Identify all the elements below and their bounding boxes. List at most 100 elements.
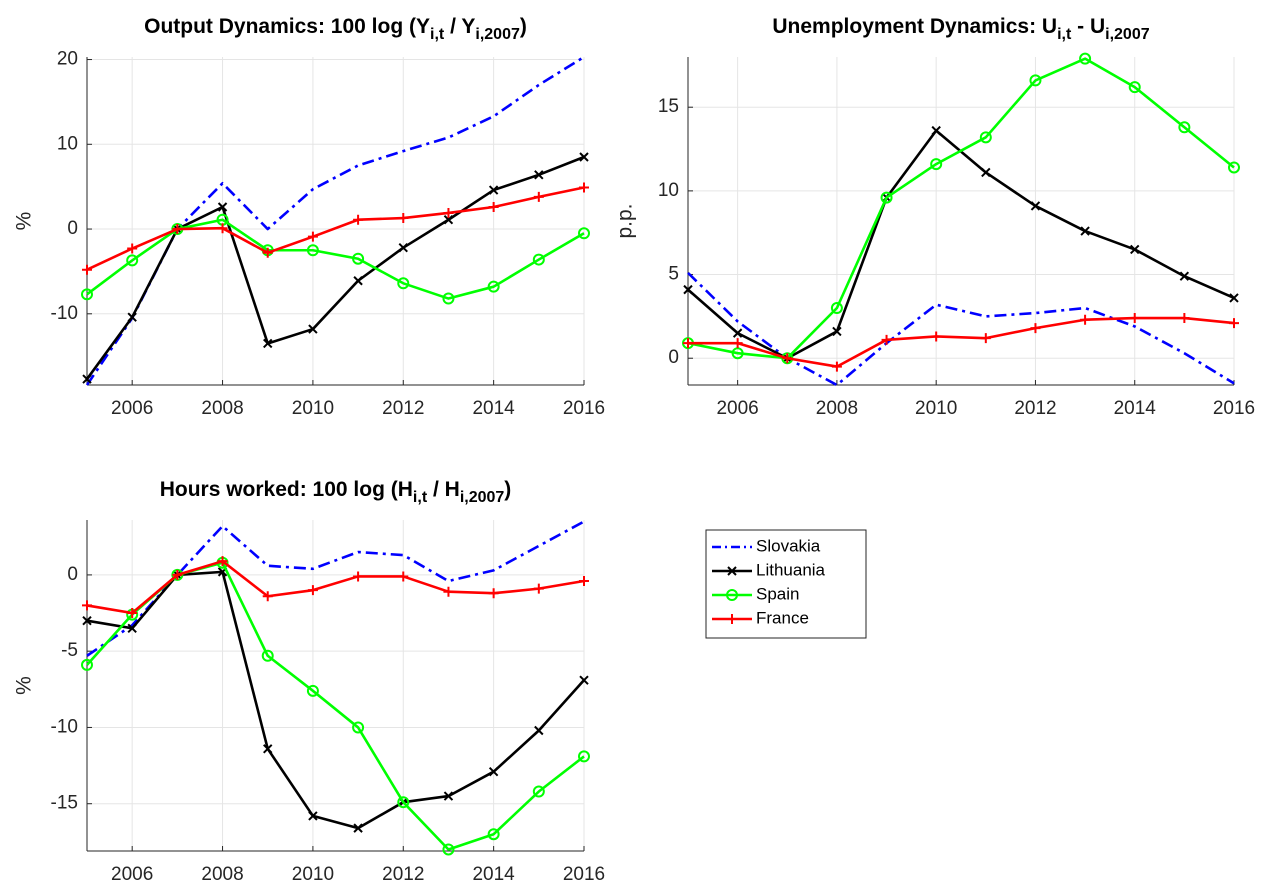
marker bbox=[353, 823, 363, 833]
marker bbox=[1179, 271, 1190, 281]
x-tick-label: 2006 bbox=[111, 864, 153, 885]
title-part: / H bbox=[427, 478, 460, 501]
marker bbox=[127, 623, 137, 634]
marker bbox=[217, 202, 228, 212]
x-tick-label: 2014 bbox=[472, 398, 515, 419]
axes: -10 0 10 20 2006 2008 2010 2012 2014 2016 Output D… bbox=[13, 15, 606, 419]
chart-title: Output Dynamics: 100 log (Yi,t / Yi,2007… bbox=[144, 15, 527, 44]
marker bbox=[127, 608, 138, 619]
marker bbox=[881, 334, 892, 345]
y-tick-label: 0 bbox=[668, 347, 679, 368]
marker bbox=[1229, 318, 1239, 329]
marker bbox=[931, 125, 941, 136]
marker bbox=[443, 586, 454, 597]
marker bbox=[307, 231, 318, 242]
marker bbox=[534, 170, 544, 180]
title-part: i,t bbox=[413, 489, 428, 506]
title-part: / Y bbox=[444, 15, 475, 38]
marker bbox=[262, 247, 273, 258]
title-part: Output Dynamics: 100 log (Y bbox=[144, 15, 430, 38]
marker bbox=[81, 658, 93, 671]
x-tick-label: 2012 bbox=[1014, 398, 1056, 419]
marker bbox=[127, 243, 138, 254]
marker bbox=[352, 252, 365, 265]
marker bbox=[263, 744, 273, 754]
series-line bbox=[687, 271, 1235, 387]
marker bbox=[306, 684, 319, 697]
marker bbox=[172, 224, 183, 235]
marker bbox=[533, 583, 544, 594]
marker bbox=[172, 569, 183, 580]
title-part: i,2007 bbox=[460, 489, 505, 506]
marker bbox=[487, 828, 500, 841]
marker bbox=[579, 675, 589, 685]
legend-marker bbox=[727, 614, 737, 624]
marker bbox=[830, 302, 843, 315]
marker bbox=[261, 649, 274, 662]
x-tick-label: 2014 bbox=[472, 864, 515, 885]
y-axis-label: % bbox=[13, 212, 36, 231]
marker bbox=[397, 796, 410, 809]
marker bbox=[578, 750, 590, 763]
marker bbox=[82, 264, 92, 275]
marker bbox=[398, 213, 409, 224]
series-line bbox=[86, 559, 585, 615]
title-part: Hours worked: 100 log (H bbox=[160, 478, 413, 501]
marker bbox=[443, 791, 454, 801]
legend-label: Spain bbox=[756, 584, 799, 603]
marker bbox=[732, 328, 743, 338]
marker bbox=[532, 785, 545, 798]
chart-title: Hours worked: 100 log (Hi,t / Hi,2007) bbox=[160, 478, 512, 507]
marker bbox=[308, 324, 318, 334]
y-tick-label: -15 bbox=[51, 793, 78, 814]
marker bbox=[443, 215, 454, 225]
plot-area bbox=[81, 55, 590, 386]
marker bbox=[126, 254, 139, 267]
marker bbox=[488, 202, 499, 213]
title-part: ) bbox=[520, 15, 527, 38]
series-line bbox=[687, 129, 1235, 360]
series-line bbox=[86, 561, 585, 851]
x-tick-label: 2008 bbox=[201, 398, 243, 419]
marker bbox=[534, 725, 544, 736]
x-tick-label: 2010 bbox=[292, 398, 334, 419]
marker bbox=[353, 571, 364, 582]
plot-area bbox=[81, 520, 590, 856]
marker bbox=[979, 131, 992, 144]
marker bbox=[1030, 201, 1041, 211]
marker bbox=[832, 326, 842, 337]
marker bbox=[579, 576, 589, 587]
title-part: i,2007 bbox=[1105, 26, 1150, 43]
marker bbox=[397, 277, 410, 290]
series-line bbox=[86, 186, 585, 271]
marker bbox=[487, 280, 500, 293]
marker bbox=[308, 811, 318, 821]
marker bbox=[980, 333, 991, 344]
marker bbox=[1129, 313, 1140, 324]
marker bbox=[1178, 121, 1191, 134]
marker bbox=[579, 152, 589, 162]
y-tick-label: 5 bbox=[668, 264, 679, 285]
marker bbox=[683, 284, 693, 295]
chart-title: Unemployment Dynamics: Ui,t - Ui,2007 bbox=[772, 15, 1149, 44]
marker bbox=[1079, 52, 1092, 65]
marker bbox=[307, 585, 318, 596]
x-tick-label: 2010 bbox=[292, 864, 334, 885]
marker bbox=[532, 253, 545, 266]
axes: -15 -10 -5 0 2006 2008 2010 2012 2014 2016 Hours w… bbox=[13, 478, 606, 885]
marker bbox=[683, 338, 693, 349]
title-part: Unemployment Dynamics: U bbox=[772, 15, 1057, 38]
y-tick-label: 10 bbox=[57, 133, 78, 154]
marker bbox=[263, 338, 273, 349]
y-tick-label: -10 bbox=[51, 303, 78, 324]
legend-marker bbox=[726, 589, 738, 601]
marker bbox=[217, 223, 228, 234]
marker bbox=[1030, 323, 1041, 334]
marker bbox=[930, 158, 943, 171]
y-tick-label: -5 bbox=[61, 640, 78, 661]
marker bbox=[1228, 161, 1240, 174]
series-line bbox=[688, 316, 1235, 368]
marker bbox=[353, 276, 363, 286]
title-part: i,2007 bbox=[475, 26, 520, 43]
marker bbox=[82, 600, 92, 611]
